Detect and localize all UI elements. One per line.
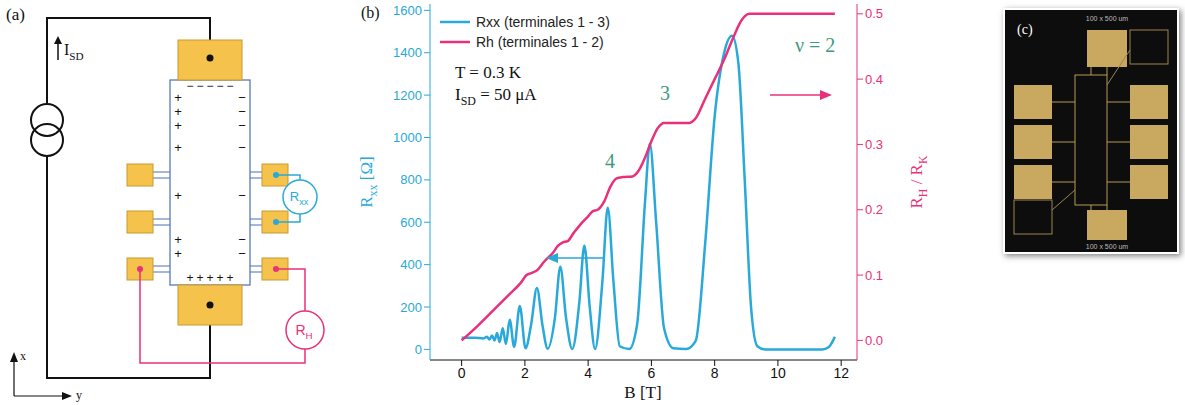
- svg-text:+: +: [196, 271, 203, 285]
- svg-text:x: x: [20, 349, 26, 363]
- svg-text:(a): (a): [6, 5, 25, 24]
- svg-text:−: −: [238, 140, 246, 155]
- svg-text:1200: 1200: [393, 88, 422, 103]
- svg-text:100 x 500 um: 100 x 500 um: [1086, 243, 1129, 250]
- svg-text:10: 10: [770, 365, 786, 381]
- svg-text:0.0: 0.0: [865, 333, 883, 348]
- svg-text:+: +: [174, 104, 182, 119]
- svg-text:(c): (c): [1017, 22, 1033, 38]
- svg-text:(b): (b): [361, 4, 380, 22]
- svg-text:−: −: [238, 188, 246, 203]
- svg-text:ν = 2: ν = 2: [795, 34, 835, 56]
- svg-text:+: +: [186, 271, 193, 285]
- svg-text:−: −: [206, 79, 213, 93]
- svg-text:6: 6: [648, 365, 656, 381]
- svg-text:Rxx (terminales 1 - 3): Rxx (terminales 1 - 3): [476, 14, 610, 30]
- svg-text:ISD: ISD: [64, 41, 84, 62]
- svg-text:ISD = 50 μA: ISD = 50 μA: [455, 85, 537, 108]
- svg-text:+: +: [174, 188, 182, 203]
- svg-text:+: +: [174, 118, 182, 133]
- svg-text:0.1: 0.1: [865, 268, 883, 283]
- svg-text:1600: 1600: [393, 3, 422, 18]
- svg-text:+: +: [174, 232, 182, 247]
- svg-text:y: y: [76, 388, 82, 402]
- svg-text:4: 4: [605, 150, 615, 172]
- svg-text:0.5: 0.5: [865, 6, 883, 21]
- svg-text:Rh (terminales 1 - 2): Rh (terminales 1 - 2): [476, 34, 604, 50]
- svg-text:RH / RK: RH / RK: [907, 155, 930, 209]
- svg-text:−: −: [226, 79, 233, 93]
- svg-text:−: −: [238, 104, 246, 119]
- svg-text:Rxx: Rxx: [290, 189, 309, 207]
- svg-text:Rxx [Ω]: Rxx [Ω]: [357, 156, 380, 207]
- svg-text:+: +: [206, 271, 213, 285]
- svg-text:0: 0: [415, 342, 422, 357]
- svg-text:8: 8: [711, 365, 719, 381]
- svg-text:−: −: [186, 79, 193, 93]
- svg-text:−: −: [238, 118, 246, 133]
- svg-text:+: +: [174, 140, 182, 155]
- svg-text:3: 3: [660, 82, 670, 104]
- svg-text:−: −: [238, 246, 246, 261]
- svg-text:+: +: [216, 271, 223, 285]
- svg-text:200: 200: [400, 300, 422, 315]
- svg-text:B [T]: B [T]: [624, 383, 661, 402]
- svg-text:+: +: [226, 271, 233, 285]
- svg-text:−: −: [238, 90, 246, 105]
- svg-text:0.3: 0.3: [865, 137, 883, 152]
- svg-text:−: −: [216, 79, 223, 93]
- svg-text:RH: RH: [295, 322, 312, 341]
- svg-text:1400: 1400: [393, 45, 422, 60]
- svg-text:12: 12: [833, 365, 849, 381]
- svg-text:+: +: [174, 90, 182, 105]
- svg-text:0: 0: [458, 365, 466, 381]
- svg-text:2: 2: [521, 365, 529, 381]
- svg-text:100 x 500 um: 100 x 500 um: [1086, 15, 1129, 22]
- svg-text:0.2: 0.2: [865, 202, 883, 217]
- svg-text:600: 600: [400, 215, 422, 230]
- svg-text:+: +: [174, 246, 182, 261]
- svg-text:400: 400: [400, 257, 422, 272]
- svg-text:1000: 1000: [393, 130, 422, 145]
- svg-text:4: 4: [584, 365, 592, 381]
- svg-text:−: −: [238, 232, 246, 247]
- svg-text:0.4: 0.4: [865, 72, 883, 87]
- svg-text:−: −: [196, 79, 203, 93]
- svg-text:T = 0.3 K: T = 0.3 K: [455, 63, 522, 82]
- svg-text:800: 800: [400, 172, 422, 187]
